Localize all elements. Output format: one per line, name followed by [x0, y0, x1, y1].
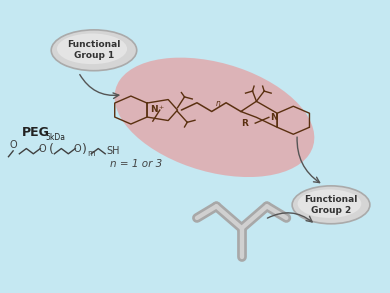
Ellipse shape	[57, 33, 127, 64]
Text: R: R	[241, 119, 248, 128]
Ellipse shape	[115, 58, 314, 177]
Text: SH: SH	[107, 146, 120, 156]
Text: ): )	[82, 143, 87, 156]
Text: O: O	[10, 140, 17, 150]
Ellipse shape	[292, 186, 370, 224]
Text: m: m	[88, 149, 95, 158]
Text: O: O	[74, 144, 82, 154]
Text: N: N	[270, 113, 278, 122]
Text: n: n	[216, 99, 220, 108]
Text: N$^+$: N$^+$	[150, 104, 166, 115]
Text: Functional
Group 1: Functional Group 1	[67, 40, 121, 60]
Text: 5kDa: 5kDa	[45, 132, 66, 142]
Text: n = 1 or 3: n = 1 or 3	[110, 159, 162, 169]
Ellipse shape	[298, 190, 361, 218]
Text: (: (	[48, 143, 53, 156]
Text: O: O	[39, 144, 46, 154]
Text: Functional
Group 2: Functional Group 2	[304, 195, 358, 215]
Text: PEG: PEG	[22, 126, 50, 139]
Ellipse shape	[51, 30, 137, 71]
